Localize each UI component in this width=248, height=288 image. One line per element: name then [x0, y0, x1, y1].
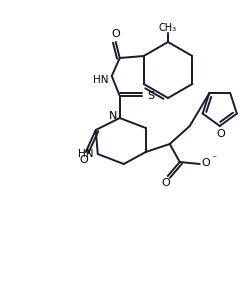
Text: O: O [216, 129, 225, 139]
Text: S: S [147, 91, 154, 101]
Text: CH₃: CH₃ [159, 23, 177, 33]
Text: O: O [79, 155, 88, 165]
Text: O: O [111, 29, 120, 39]
Text: HN: HN [78, 149, 93, 159]
Text: HN: HN [93, 75, 109, 85]
Text: O: O [161, 178, 170, 188]
Text: N: N [109, 111, 117, 121]
Text: O: O [201, 158, 210, 168]
Text: ⁻: ⁻ [211, 154, 216, 164]
